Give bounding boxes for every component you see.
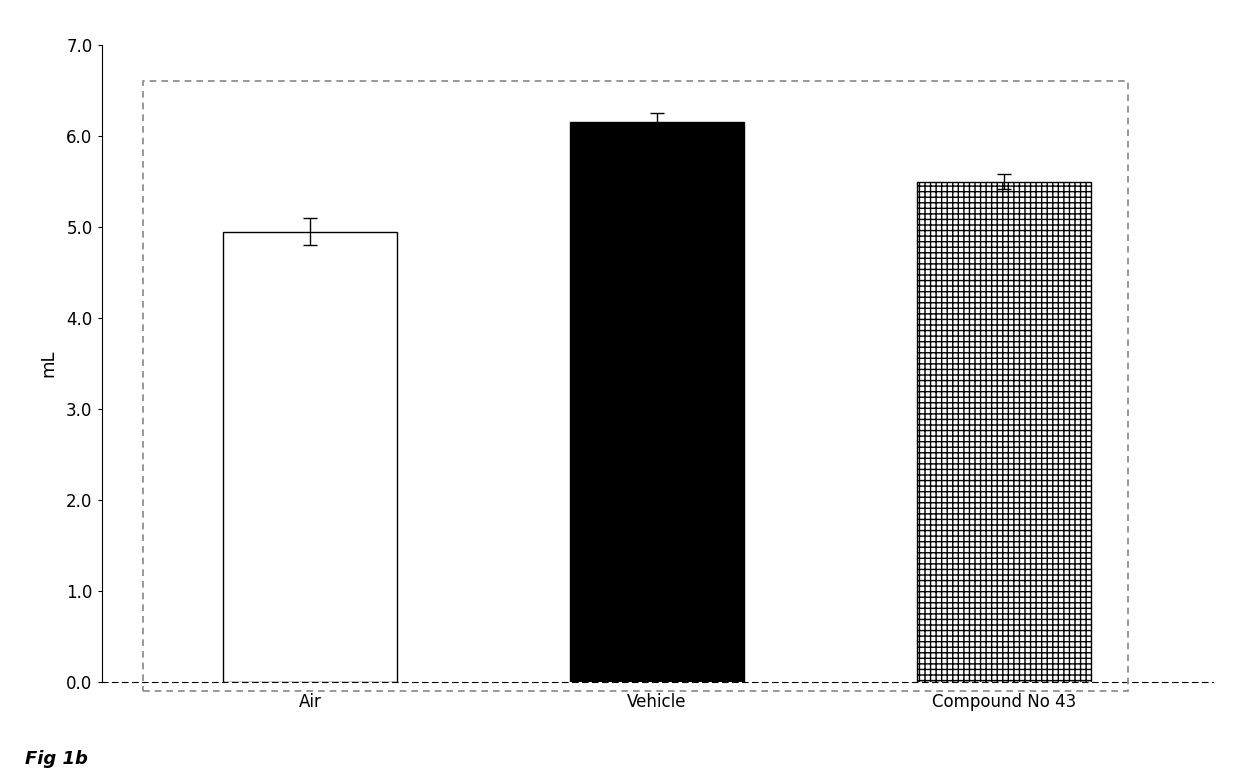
- Bar: [918, 181, 1091, 682]
- Bar: [570, 123, 744, 682]
- Text: Fig 1b: Fig 1b: [25, 750, 88, 768]
- Bar: [223, 232, 397, 682]
- Y-axis label: mL: mL: [40, 350, 58, 377]
